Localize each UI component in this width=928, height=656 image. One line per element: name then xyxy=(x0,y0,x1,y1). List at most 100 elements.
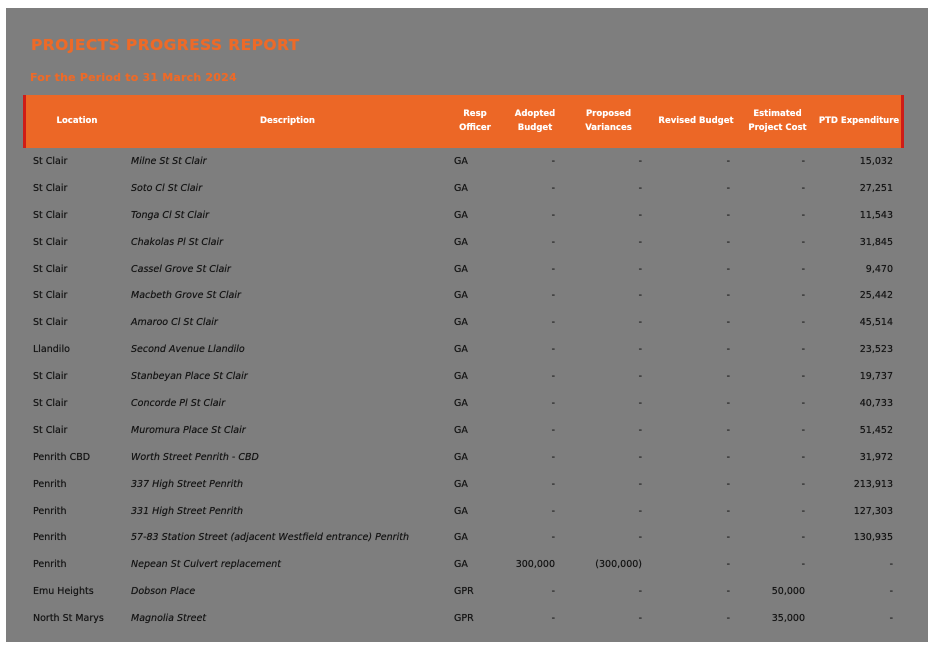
cell-estimated: - xyxy=(801,532,805,544)
cell-estimated: - xyxy=(801,290,805,302)
cell-location: Llandilo xyxy=(33,344,70,356)
cell-adopted: - xyxy=(551,451,555,463)
cell-description: Milne St St Clair xyxy=(131,155,207,167)
cell-officer: GA xyxy=(454,424,468,436)
cell-revised: - xyxy=(726,344,730,356)
column-header-estimated: Estimated Project Cost xyxy=(748,109,807,133)
cell-proposed: - xyxy=(638,451,642,463)
cell-adopted: - xyxy=(551,236,555,248)
cell-officer: GA xyxy=(454,451,468,463)
projects-table: Location Description Resp Officer Adopted B… xyxy=(23,95,904,632)
cell-proposed: - xyxy=(638,532,642,544)
cell-description: 337 High Street Penrith xyxy=(131,478,243,490)
cell-estimated: - xyxy=(801,263,805,275)
cell-description: Stanbeyan Place St Clair xyxy=(131,371,248,383)
cell-revised: - xyxy=(726,505,730,517)
cell-proposed: - xyxy=(638,344,642,356)
column-header-officer: Resp Officer xyxy=(459,109,491,133)
header-right-red-accent xyxy=(901,95,904,148)
cell-adopted: - xyxy=(551,209,555,221)
cell-revised: - xyxy=(726,559,730,571)
cell-revised: - xyxy=(726,532,730,544)
cell-officer: GA xyxy=(454,478,468,490)
table-row: St Clair Concorde Pl St Clair GA - - - - 40,733 xyxy=(24,390,903,417)
table-row: St Clair Chakolas Pl St Clair GA - - - - 31,845 xyxy=(24,229,903,256)
cell-adopted: - xyxy=(551,613,555,625)
cell-officer: GA xyxy=(454,155,468,167)
cell-officer: GA xyxy=(454,290,468,302)
cell-description: Second Avenue Llandilo xyxy=(131,344,245,356)
cell-revised: - xyxy=(726,371,730,383)
cell-revised: - xyxy=(726,290,730,302)
cell-location: St Clair xyxy=(33,317,68,329)
cell-proposed: - xyxy=(638,209,642,221)
cell-ptd: 130,935 xyxy=(853,532,893,544)
table-row: Penrith Nepean St Culvert replacement GA 30… xyxy=(24,551,903,578)
cell-location: St Clair xyxy=(33,236,68,248)
cell-officer: GA xyxy=(454,263,468,275)
cell-officer: GA xyxy=(454,236,468,248)
cell-ptd: - xyxy=(889,559,893,571)
table-row: Penrith 57-83 Station Street (adjacent We… xyxy=(24,524,903,551)
column-header-location: Location xyxy=(56,115,98,126)
table-row: St Clair Soto Cl St Clair GA - - - - 27,251 xyxy=(24,175,903,202)
column-header-description: Description xyxy=(260,115,315,126)
cell-revised: - xyxy=(726,586,730,598)
cell-estimated: - xyxy=(801,424,805,436)
cell-officer: GA xyxy=(454,371,468,383)
cell-revised: - xyxy=(726,209,730,221)
cell-description: Dobson Place xyxy=(131,586,196,598)
cell-revised: - xyxy=(726,613,730,625)
cell-description: Amaroo Cl St Clair xyxy=(131,317,218,329)
cell-officer: GPR xyxy=(454,586,474,598)
table-body: St Clair Milne St St Clair GA - - - -15,032 St … xyxy=(24,148,903,632)
cell-location: Penrith xyxy=(33,505,67,517)
cell-ptd: 11,543 xyxy=(859,209,893,221)
cell-revised: - xyxy=(726,424,730,436)
cell-ptd: 31,845 xyxy=(859,236,893,248)
cell-adopted: - xyxy=(551,290,555,302)
cell-ptd: 25,442 xyxy=(859,290,893,302)
cell-proposed: - xyxy=(638,613,642,625)
cell-revised: - xyxy=(726,397,730,409)
cell-proposed: - xyxy=(638,478,642,490)
table-row: St Clair Tonga Cl St Clair GA - - - - 11,543 xyxy=(24,202,903,229)
cell-estimated: - xyxy=(801,559,805,571)
cell-description: Tonga Cl St Clair xyxy=(131,209,210,221)
cell-adopted: - xyxy=(551,424,555,436)
column-header-proposed: Proposed Variances xyxy=(585,109,632,133)
cell-location: St Clair xyxy=(33,290,68,302)
cell-description: Macbeth Grove St Clair xyxy=(131,290,241,302)
cell-proposed: - xyxy=(638,586,642,598)
cell-ptd: 19,737 xyxy=(859,371,893,383)
table-row: Penrith 337 High Street Penrith GA - - - - 213,… xyxy=(24,471,903,498)
cell-location: St Clair xyxy=(33,371,68,383)
cell-description: Soto Cl St Clair xyxy=(131,182,203,194)
cell-description: 331 High Street Penrith xyxy=(131,505,243,517)
cell-revised: - xyxy=(726,155,730,167)
cell-location: Penrith CBD xyxy=(33,451,91,463)
cell-estimated: 35,000 xyxy=(771,613,805,625)
cell-adopted: - xyxy=(551,478,555,490)
table-header-row: Location Description Resp Officer Adopted B… xyxy=(23,95,904,148)
page-title: PROJECTS PROGRESS REPORT xyxy=(31,36,300,54)
cell-adopted: - xyxy=(551,586,555,598)
cell-description: Chakolas Pl St Clair xyxy=(131,236,224,248)
cell-location: St Clair xyxy=(33,209,68,221)
table-row: Llandilo Second Avenue Llandilo GA - - - - 23,5… xyxy=(24,336,903,363)
cell-ptd: 9,470 xyxy=(865,263,893,275)
cell-proposed: - xyxy=(638,505,642,517)
cell-revised: - xyxy=(726,182,730,194)
cell-revised: - xyxy=(726,263,730,275)
cell-ptd: 27,251 xyxy=(859,182,893,194)
cell-description: Concorde Pl St Clair xyxy=(131,397,226,409)
cell-adopted: - xyxy=(551,505,555,517)
cell-ptd: 45,514 xyxy=(859,317,893,329)
table-row: Penrith 331 High Street Penrith GA - - - - 127,… xyxy=(24,498,903,525)
cell-proposed: - xyxy=(638,182,642,194)
cell-location: St Clair xyxy=(33,424,68,436)
cell-adopted: - xyxy=(551,263,555,275)
cell-estimated: - xyxy=(801,451,805,463)
cell-ptd: 51,452 xyxy=(859,424,893,436)
cell-proposed: - xyxy=(638,290,642,302)
